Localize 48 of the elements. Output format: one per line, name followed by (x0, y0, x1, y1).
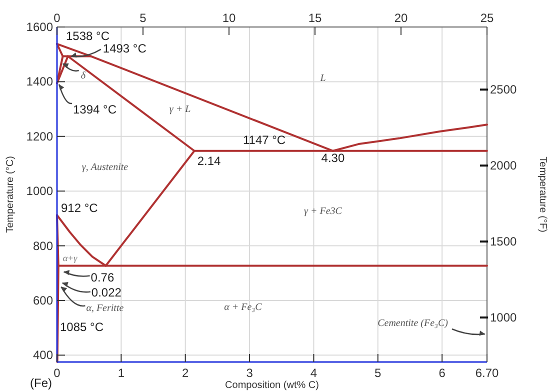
y-tick-label: 400 (32, 348, 54, 362)
annotation: α + Fe₃C (224, 302, 262, 313)
y-axis-title: Temperature (°C) (5, 156, 16, 233)
x2-tick-label: 10 (222, 11, 236, 25)
y-tick-label: 1000 (26, 184, 54, 198)
annotation: 912 °C (61, 201, 98, 216)
annotation: 1538 °C (66, 28, 110, 43)
y2-tick-label: 1500 (490, 234, 518, 249)
annotation: 2.14 (197, 154, 222, 168)
annotation: 0.76 (90, 270, 114, 285)
y2-tick-label: 1000 (490, 310, 518, 324)
x-tick-label: 6 (438, 366, 446, 380)
x-tick-label: 0 (54, 366, 61, 380)
y-tick-label: 1600 (26, 20, 54, 34)
annotation: 1493 °C (102, 41, 147, 56)
annotation: γ + Fe3C (304, 206, 342, 217)
x-tick-label: 2 (182, 366, 190, 380)
y-tick-label: 1400 (26, 74, 54, 89)
annotation: 1147 °C (242, 132, 286, 147)
annotation: 1394 °C (73, 102, 117, 116)
x2-tick-label: 20 (394, 11, 408, 25)
y2-tick-label: 2500 (490, 82, 518, 97)
x2-tick-label: 15 (308, 11, 322, 25)
annotation: δ (80, 70, 86, 82)
x-tick-label: 4 (310, 366, 318, 380)
x-tick-label: 6.70 (475, 366, 499, 380)
annotation: 4.30 (321, 150, 345, 165)
x-tick-label: 5 (374, 366, 382, 380)
text: (Fe) (30, 376, 52, 390)
y-tick-label: 600 (32, 293, 54, 308)
y2-tick-label: 2000 (490, 158, 518, 173)
annotation: γ, Austenite (82, 162, 129, 173)
annotation: γ + L (169, 104, 192, 115)
y2-axis-title: Temperature (°F) (537, 156, 548, 232)
x-tick-label: 1 (118, 366, 125, 380)
x-axis-title: Composition (wt% C) (225, 380, 319, 391)
x2-tick-label: 0 (54, 11, 61, 25)
x-tick-label: 3 (246, 366, 254, 380)
annotation: α+γ (62, 253, 78, 263)
annotation: 1085 °C (60, 320, 104, 334)
annotation: 0.022 (91, 286, 122, 300)
x2-tick-label: 25 (480, 11, 494, 25)
annotation: L (319, 73, 326, 84)
annotation: Cementite (Fe₃C) (378, 318, 449, 329)
x2-tick-label: 5 (140, 11, 147, 25)
y-tick-label: 1200 (26, 129, 54, 144)
annotation: α, Feritte (86, 302, 124, 314)
y-tick-label: 800 (32, 238, 54, 253)
